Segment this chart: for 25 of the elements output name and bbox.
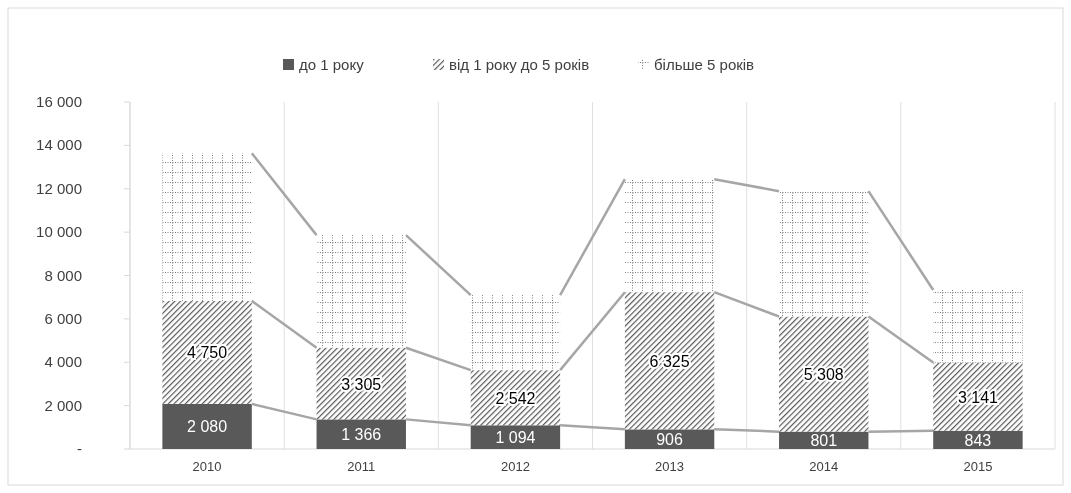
data-label: 1 366 xyxy=(341,426,382,444)
y-tick-label: 8 000 xyxy=(44,266,82,284)
y-tick-label: 12 000 xyxy=(36,179,82,197)
y-tick-label: 2 000 xyxy=(44,396,82,414)
data-label: 906 xyxy=(656,431,684,449)
legend-label: від 1 року до 5 років xyxy=(449,56,590,73)
x-tick-label: 2015 xyxy=(963,459,993,474)
data-label: 1 094 xyxy=(495,429,536,447)
x-tick-label: 2011 xyxy=(347,459,376,474)
data-label: 2 542 xyxy=(495,389,536,407)
legend-label: до 1 року xyxy=(299,56,365,73)
y-tick-label: 14 000 xyxy=(36,136,82,154)
data-label: 843 xyxy=(964,431,992,449)
x-tick-label: 2013 xyxy=(655,459,685,474)
data-label: 2 080 xyxy=(187,418,228,436)
x-tick-label: 2010 xyxy=(192,459,222,474)
data-label: 801 xyxy=(810,432,838,450)
legend-label: більше 5 років xyxy=(654,56,755,73)
y-tick-label: 6 000 xyxy=(44,309,82,327)
x-tick-label: 2014 xyxy=(809,459,839,474)
x-tick-label: 2012 xyxy=(500,459,530,474)
y-tick-label: 4 000 xyxy=(44,353,82,371)
y-tick-label: 10 000 xyxy=(36,223,82,241)
y-tick-label: 16 000 xyxy=(36,93,82,110)
y-tick-label: - xyxy=(77,440,82,457)
